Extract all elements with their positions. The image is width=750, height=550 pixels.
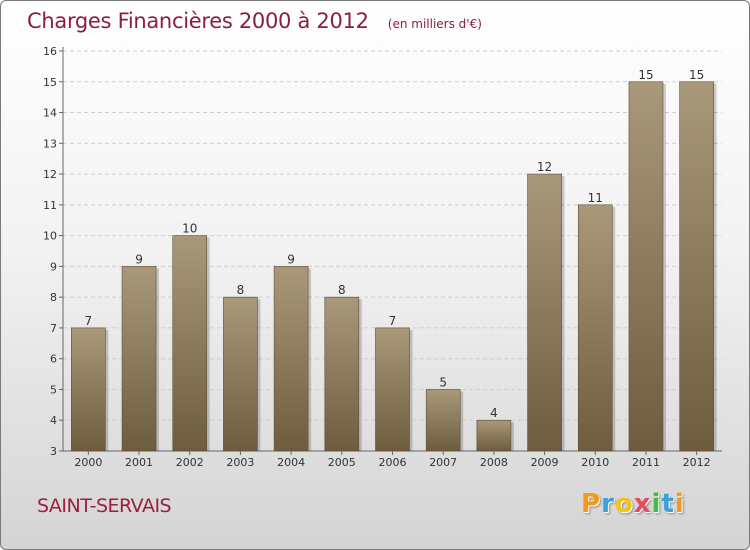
logo-letter: r <box>601 489 615 519</box>
y-tick-label: 16 <box>43 45 57 58</box>
data-label: 4 <box>490 406 498 420</box>
y-tick-label: 7 <box>50 322 57 335</box>
chart-title: Charges Financières 2000 à 2012 <box>27 9 369 33</box>
bar <box>71 327 106 452</box>
y-tick-label: 12 <box>43 168 57 181</box>
data-label: 15 <box>689 68 704 82</box>
y-tick-label: 11 <box>43 199 57 212</box>
data-label: 12 <box>537 160 552 174</box>
data-label: 7 <box>85 314 93 328</box>
x-tick-label: 2003 <box>226 456 254 469</box>
bar <box>121 266 157 452</box>
unit-note: (en milliers d'€) <box>387 17 482 31</box>
bar <box>172 235 208 452</box>
x-tick-label: 2000 <box>74 456 102 469</box>
bar <box>679 81 714 452</box>
bar <box>223 296 258 452</box>
x-tick-label: 2002 <box>176 456 204 469</box>
x-tick-label: 2006 <box>379 456 407 469</box>
bar <box>476 419 512 452</box>
x-tick-label: 2008 <box>480 456 508 469</box>
title-row: Charges Financières 2000 à 2012 (en mill… <box>27 9 482 33</box>
x-tick-label: 2012 <box>683 456 711 469</box>
logo-letter: P <box>581 489 602 519</box>
data-label: 11 <box>588 191 603 205</box>
bar <box>425 389 461 452</box>
data-label: 15 <box>638 68 653 82</box>
logo-letter: t <box>661 489 675 519</box>
data-label: 10 <box>182 222 197 236</box>
bar <box>375 327 410 452</box>
bar <box>628 81 664 452</box>
data-label: 9 <box>287 252 295 266</box>
x-tick-label: 2009 <box>531 456 559 469</box>
data-label: 8 <box>237 283 245 297</box>
logo-letter: o <box>614 489 634 519</box>
x-tick-label: 2004 <box>277 456 305 469</box>
x-tick-label: 2011 <box>632 456 660 469</box>
town-name: SAINT-SERVAIS <box>37 495 172 517</box>
data-label: 5 <box>439 375 447 389</box>
logo-letter: i <box>674 489 685 519</box>
logo-letter: x <box>633 489 652 519</box>
proxiti-logo: Proxiti <box>581 489 685 519</box>
y-tick-label: 5 <box>50 383 57 396</box>
x-tick-label: 2005 <box>328 456 356 469</box>
y-tick-label: 13 <box>43 137 57 150</box>
bar <box>577 204 613 452</box>
y-tick-label: 10 <box>43 230 57 243</box>
data-label: 7 <box>389 314 397 328</box>
logo-letter: i <box>651 489 662 519</box>
y-tick-label: 6 <box>50 353 57 366</box>
y-tick-label: 14 <box>43 107 57 120</box>
data-label: 9 <box>135 252 143 266</box>
y-tick-label: 8 <box>50 291 57 304</box>
y-tick-label: 4 <box>50 414 57 427</box>
x-tick-label: 2001 <box>125 456 153 469</box>
bar <box>273 266 309 452</box>
y-tick-label: 3 <box>50 445 57 458</box>
x-tick-label: 2010 <box>581 456 609 469</box>
data-label: 8 <box>338 283 346 297</box>
bar <box>324 296 360 452</box>
y-tick-label: 15 <box>43 76 57 89</box>
x-tick-label: 2007 <box>429 456 457 469</box>
bar <box>527 173 562 452</box>
y-tick-label: 9 <box>50 260 57 273</box>
